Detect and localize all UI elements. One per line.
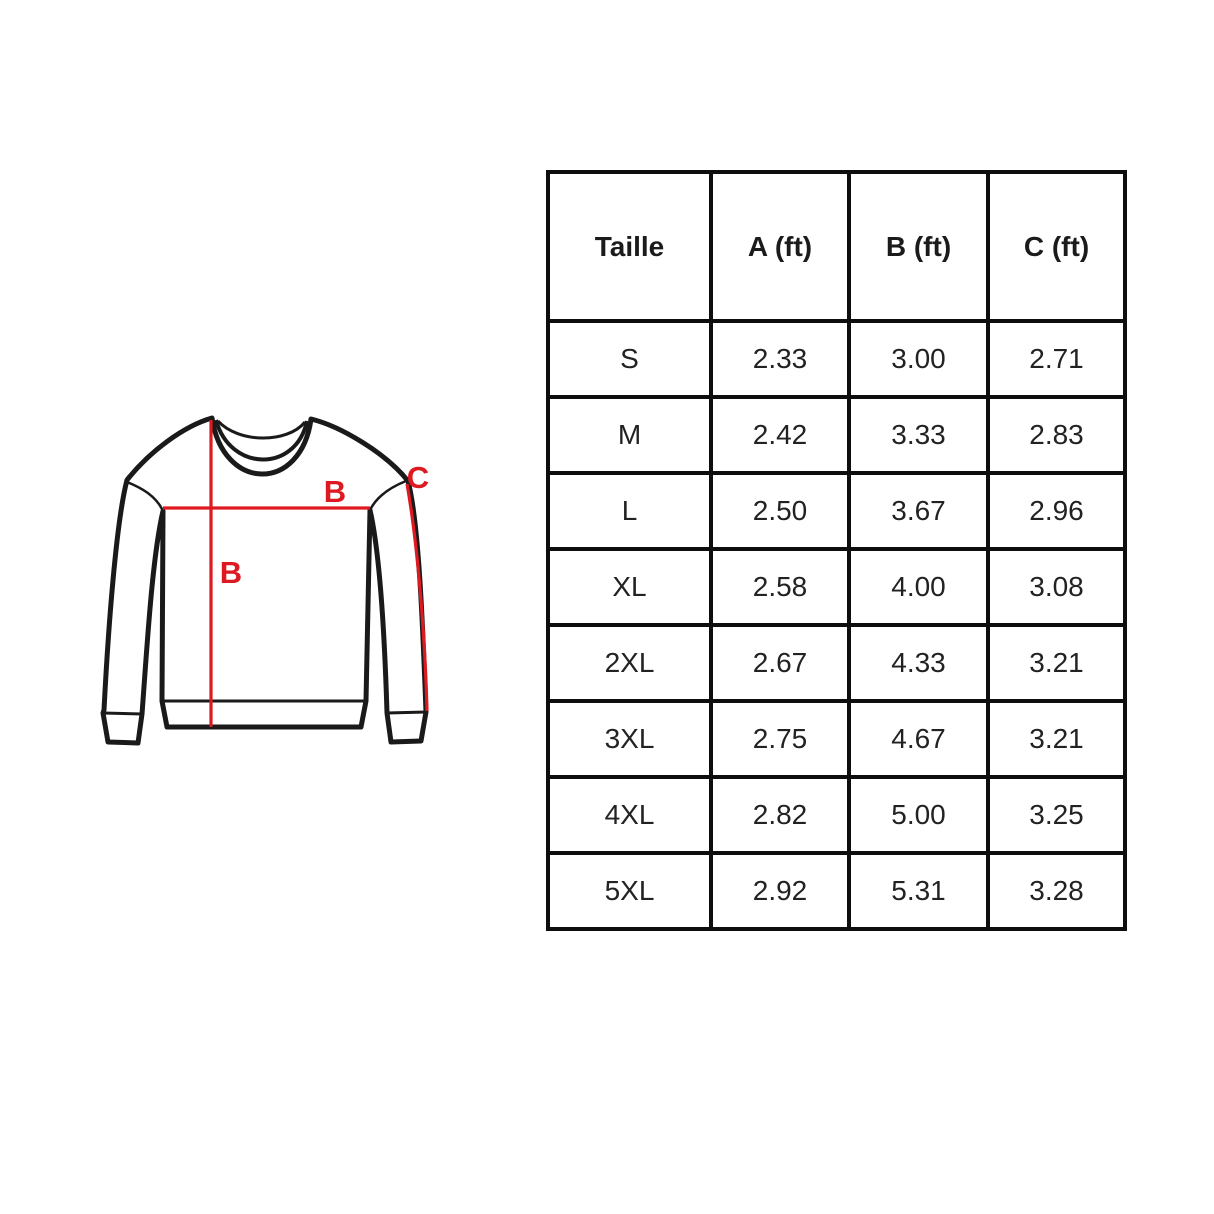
collar-back-neck-line	[216, 419, 307, 440]
column-header-a: A (ft)	[709, 170, 851, 323]
c-cell: 2.83	[986, 395, 1127, 475]
c-cell: 2.71	[986, 319, 1127, 399]
b-cell: 3.33	[847, 395, 990, 475]
collar-inner-edge	[214, 419, 309, 462]
b-cell: 5.00	[847, 775, 990, 855]
table-row-3xl: 3XL 2.75 4.67 3.21	[546, 699, 1127, 779]
c-cell: 3.28	[986, 851, 1127, 931]
c-cell: 3.21	[986, 623, 1127, 703]
chest-width-label: B	[324, 474, 346, 509]
size-table: Taille A (ft) B (ft) C (ft) S 2.33 3.00 …	[546, 170, 1127, 931]
body-length-label: B	[220, 555, 242, 590]
left-cuff-line	[102, 711, 143, 716]
b-cell: 4.00	[847, 547, 990, 627]
sweatshirt-diagram: B B C	[85, 395, 455, 775]
a-cell: 2.33	[709, 319, 851, 399]
right-cuff-line	[386, 710, 427, 715]
c-cell: 3.08	[986, 547, 1127, 627]
right-armhole-seam	[368, 479, 407, 511]
a-cell: 2.67	[709, 623, 851, 703]
size-cell: 3XL	[546, 699, 713, 779]
sweatshirt-outline	[100, 415, 429, 746]
b-cell: 4.67	[847, 699, 990, 779]
left-armhole-seam	[126, 480, 165, 512]
table-row-m: M 2.42 3.33 2.83	[546, 395, 1127, 475]
table-row-l: L 2.50 3.67 2.96	[546, 471, 1127, 551]
sleeve-label: C	[407, 460, 429, 495]
column-header-size: Taille	[546, 170, 713, 323]
column-header-c: C (ft)	[986, 170, 1127, 323]
a-cell: 2.92	[709, 851, 851, 931]
table-row-xl: XL 2.58 4.00 3.08	[546, 547, 1127, 627]
table-row-5xl: 5XL 2.92 5.31 3.28	[546, 851, 1127, 931]
a-cell: 2.50	[709, 471, 851, 551]
size-cell: S	[546, 319, 713, 399]
table-row-2xl: 2XL 2.67 4.33 3.21	[546, 623, 1127, 703]
size-cell: L	[546, 471, 713, 551]
column-header-b: B (ft)	[847, 170, 990, 323]
c-cell: 2.96	[986, 471, 1127, 551]
size-table-container: Taille A (ft) B (ft) C (ft) S 2.33 3.00 …	[546, 170, 1127, 931]
c-cell: 3.25	[986, 775, 1127, 855]
b-cell: 5.31	[847, 851, 990, 931]
b-cell: 4.33	[847, 623, 990, 703]
a-cell: 2.75	[709, 699, 851, 779]
a-cell: 2.82	[709, 775, 851, 855]
size-cell: M	[546, 395, 713, 475]
table-row-4xl: 4XL 2.82 5.00 3.25	[546, 775, 1127, 855]
a-cell: 2.42	[709, 395, 851, 475]
table-row-s: S 2.33 3.00 2.71	[546, 319, 1127, 399]
c-cell: 3.21	[986, 699, 1127, 779]
header-row: Taille A (ft) B (ft) C (ft)	[546, 170, 1127, 323]
size-cell: XL	[546, 547, 713, 627]
sweatshirt-illustration-icon: B B C	[100, 415, 429, 746]
size-cell: 2XL	[546, 623, 713, 703]
size-cell: 5XL	[546, 851, 713, 931]
b-cell: 3.00	[847, 319, 990, 399]
size-cell: 4XL	[546, 775, 713, 855]
measurement-line-sleeve	[405, 483, 429, 712]
a-cell: 2.58	[709, 547, 851, 627]
b-cell: 3.67	[847, 471, 990, 551]
